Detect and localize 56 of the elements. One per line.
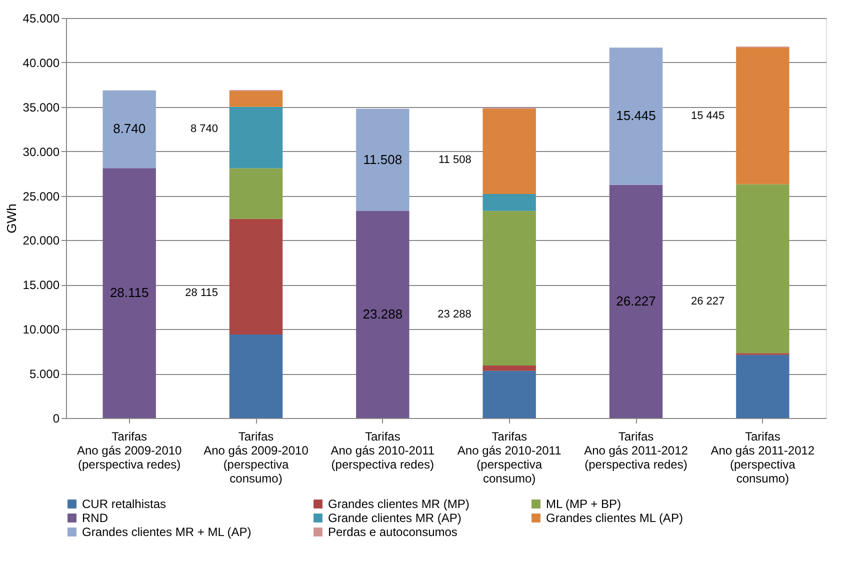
data-label: 28.115 [110,285,149,300]
bar [609,184,663,418]
annotation: 23 288 [438,308,472,320]
bar [102,168,156,418]
bar [229,90,283,107]
legend-label: Perdas e autoconsumos [328,525,458,539]
y-tick-label: 20.000 [22,234,60,248]
y-tick-label: 35.000 [22,100,60,114]
annotation: 11 508 [438,154,472,166]
data-label: 15.445 [616,108,656,124]
bar [356,210,410,418]
annotation: 28 115 [185,287,218,300]
bar [229,106,283,168]
y-tick-label: 25.000 [22,189,60,204]
x-tick-label: Tarifas Ano gás 2010-2011 (perspectiva consumo) [457,430,562,486]
bar [102,90,156,168]
bar [356,108,410,211]
bar [229,334,283,418]
bar [736,184,790,354]
x-tick-label: Tarifas Ano gás 2009-2010 (perspectiva consumo) [204,430,309,486]
y-tick-label: 5.000 [29,367,60,382]
bar [609,48,663,185]
legend-label: Grandes clientes ML (AP) [546,511,683,525]
bar [482,370,536,418]
annotation: 8 740 [190,123,218,136]
y-tick-label: 0 [52,412,60,426]
data-label: 26.227 [616,293,656,308]
legend-label: Grandes clientes MR + ML (AP) [82,525,252,539]
legend-label: Grande clientes MR (AP) [328,511,462,525]
legend-label: RND [82,511,108,525]
data-label: 23.288 [362,306,403,322]
legend-label: ML (MP + BP) [546,497,622,511]
bar [482,210,536,366]
bar [482,194,536,211]
y-tick-label: 15.000 [22,278,60,292]
annotation: 26 227 [691,295,725,308]
y-axis-title: GWh [4,204,19,234]
data-label: 11.508 [363,152,402,167]
legend-label: Grandes clientes MR (MP) [328,497,470,511]
bar [229,218,283,334]
y-tick-label: 10.000 [22,322,60,337]
x-tick-label: Tarifas Ano gás 2011-2012 (perspectiva consumo) [710,430,815,486]
annotation: 15 445 [691,110,725,122]
y-tick-label: 30.000 [22,144,60,159]
y-tick-label: 40.000 [22,56,60,70]
bar [482,108,536,194]
bar [736,354,790,418]
x-tick-label: Tarifas Ano gás 2011-2012 (perspectiva redes) [584,430,688,472]
x-tick-label: Tarifas Ano gás 2010-2011 (perspectiva redes) [330,430,435,472]
legend-label: CUR retalhistas [82,497,166,511]
bar [229,168,283,219]
data-label: 8.740 [113,121,146,136]
bar [736,47,790,184]
x-tick-label: Tarifas Ano gás 2009-2010 (perspectiva redes) [76,430,182,472]
y-tick-label: 45.000 [22,12,60,26]
bar [482,366,536,371]
